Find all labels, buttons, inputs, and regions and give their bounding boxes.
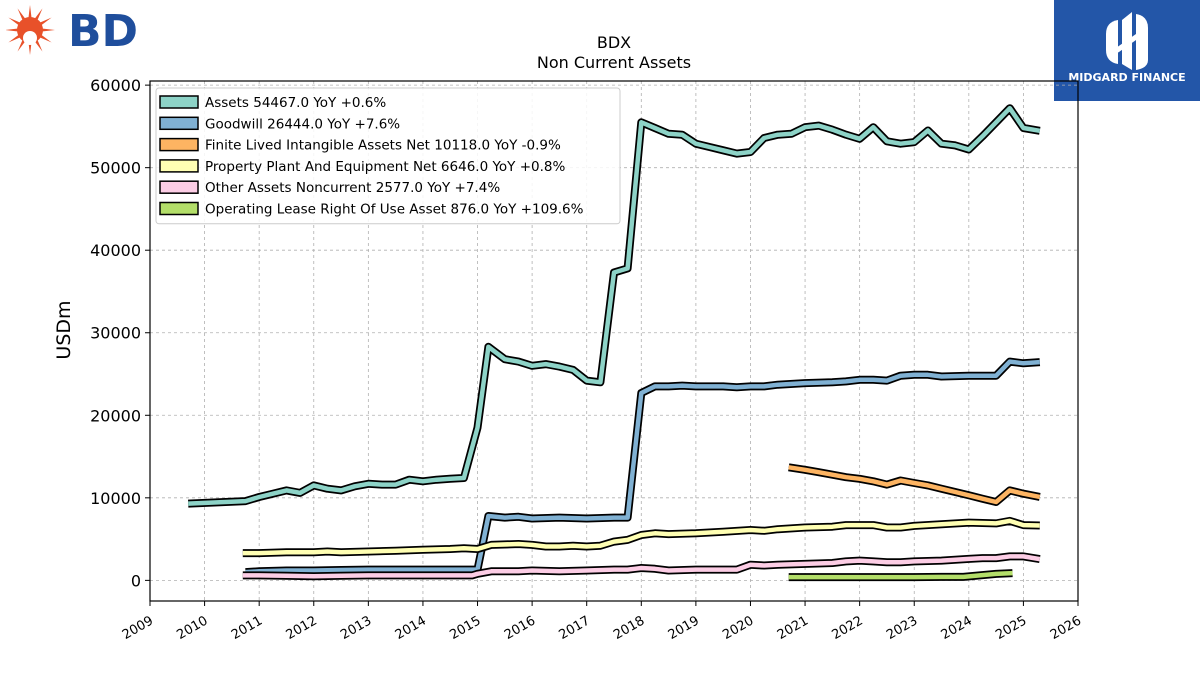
y-tick-label: 20000 <box>90 406 141 425</box>
chart-title: BDX <box>597 33 631 52</box>
legend-item-0: Assets 54467.0 YoY +0.6% <box>159 95 386 111</box>
legend-label: Finite Lived Intangible Assets Net 10118… <box>205 138 561 154</box>
bd-center-cut <box>23 31 37 45</box>
legend-swatch <box>159 95 199 109</box>
legend-item-4: Other Assets Noncurrent 2577.0 YoY +7.4% <box>159 180 500 196</box>
series-stroke <box>242 554 1041 579</box>
legend-item-3: Property Plant And Equipment Net 6646.0 … <box>159 159 565 175</box>
y-axis-label: USDm <box>53 300 75 359</box>
legend-label: Other Assets Noncurrent 2577.0 YoY +7.4% <box>205 180 500 196</box>
midgard-finance-logo: MIDGARD FINANCE <box>1054 0 1200 101</box>
midgard-logo-text: MIDGARD FINANCE <box>1068 71 1185 84</box>
legend-item-1: Goodwill 26444.0 YoY +7.6% <box>159 116 400 132</box>
series-stroke <box>188 105 1041 506</box>
x-tick-label: 2015 <box>447 613 483 643</box>
legend-swatch <box>159 137 199 152</box>
legend-label: Property Plant And Equipment Net 6646.0 … <box>205 159 565 175</box>
x-tick-label: 2018 <box>611 613 647 643</box>
midgard-emblem-icon <box>1106 12 1148 70</box>
legend-label: Goodwill 26444.0 YoY +7.6% <box>205 116 400 132</box>
bd-ray <box>8 34 21 43</box>
series-line-3 <box>242 516 1040 558</box>
y-tick-label: 30000 <box>90 324 141 343</box>
legend-item-2: Finite Lived Intangible Assets Net 10118… <box>159 137 561 154</box>
x-axis-ticks: 2009 2010 2011 2012 2013 2014 2015 2016 2017 2018… <box>120 601 1084 643</box>
x-tick-label: 2022 <box>829 613 865 643</box>
chart-subtitle: Non Current Assets <box>537 53 691 72</box>
y-tick-label: 0 <box>131 571 141 590</box>
x-tick-label: 2017 <box>557 613 593 643</box>
x-tick-label: 2023 <box>884 613 920 643</box>
series-stroke <box>245 359 1040 575</box>
bd-ray <box>28 41 32 55</box>
x-tick-label: 2020 <box>720 613 756 643</box>
y-tick-label: 40000 <box>90 241 141 260</box>
plot-frame <box>149 80 1079 602</box>
series-stroke <box>242 518 1040 556</box>
x-tick-label: 2019 <box>666 613 702 643</box>
x-tick-label: 2009 <box>120 613 156 643</box>
bd-sunburst-icon <box>5 5 55 55</box>
bd-logo-text: BD <box>68 6 138 56</box>
y-tick-label: 50000 <box>90 159 141 178</box>
x-tick-label: 2026 <box>1048 613 1084 643</box>
legend-swatch <box>159 180 199 194</box>
bd-logo: BD <box>5 4 146 57</box>
legend-swatch <box>159 201 199 216</box>
x-tick-label: 2025 <box>993 613 1029 643</box>
bd-ray <box>39 34 52 43</box>
series-line-2 <box>788 463 1041 506</box>
legend-box <box>155 87 621 225</box>
x-tick-label: 2012 <box>284 613 320 643</box>
x-tick-label: 2011 <box>229 613 265 643</box>
legend-item-5: Operating Lease Right Of Use Asset 876.0… <box>159 201 584 218</box>
legend: Assets 54467.0 YoY +0.6% Goodwill 26444.0… <box>155 87 621 225</box>
series-lines <box>188 104 1041 582</box>
series-line-0 <box>188 104 1041 508</box>
x-tick-label: 2016 <box>502 613 538 643</box>
bd-ray <box>17 8 26 21</box>
bd-ray <box>34 39 43 52</box>
series-stroke <box>788 465 1041 505</box>
x-tick-label: 2021 <box>775 613 811 643</box>
series-line-1 <box>245 357 1041 577</box>
legend-label: Assets 54467.0 YoY +0.6% <box>205 95 386 111</box>
x-tick-label: 2010 <box>174 613 210 643</box>
bd-ray <box>17 39 26 52</box>
legend-swatch <box>159 116 199 131</box>
series-line-5 <box>788 569 1013 582</box>
y-tick-label: 10000 <box>90 489 141 508</box>
legend-swatch <box>159 159 199 173</box>
bd-ray <box>8 17 21 26</box>
legend-label: Operating Lease Right Of Use Asset 876.0… <box>205 202 584 218</box>
bd-ray <box>28 5 32 19</box>
series-stroke <box>788 570 1013 580</box>
bd-ray <box>41 28 55 32</box>
y-axis-ticks: 0 10000 20000 30000 40000 50000 60000 <box>90 76 150 590</box>
x-tick-label: 2014 <box>393 613 429 643</box>
series-line-4 <box>242 552 1041 581</box>
bd-ray <box>34 8 43 21</box>
x-tick-label: 2013 <box>338 613 374 643</box>
bd-ray <box>39 17 52 26</box>
x-tick-label: 2024 <box>939 613 975 643</box>
bd-ray <box>5 28 19 32</box>
y-tick-label: 60000 <box>90 76 141 95</box>
